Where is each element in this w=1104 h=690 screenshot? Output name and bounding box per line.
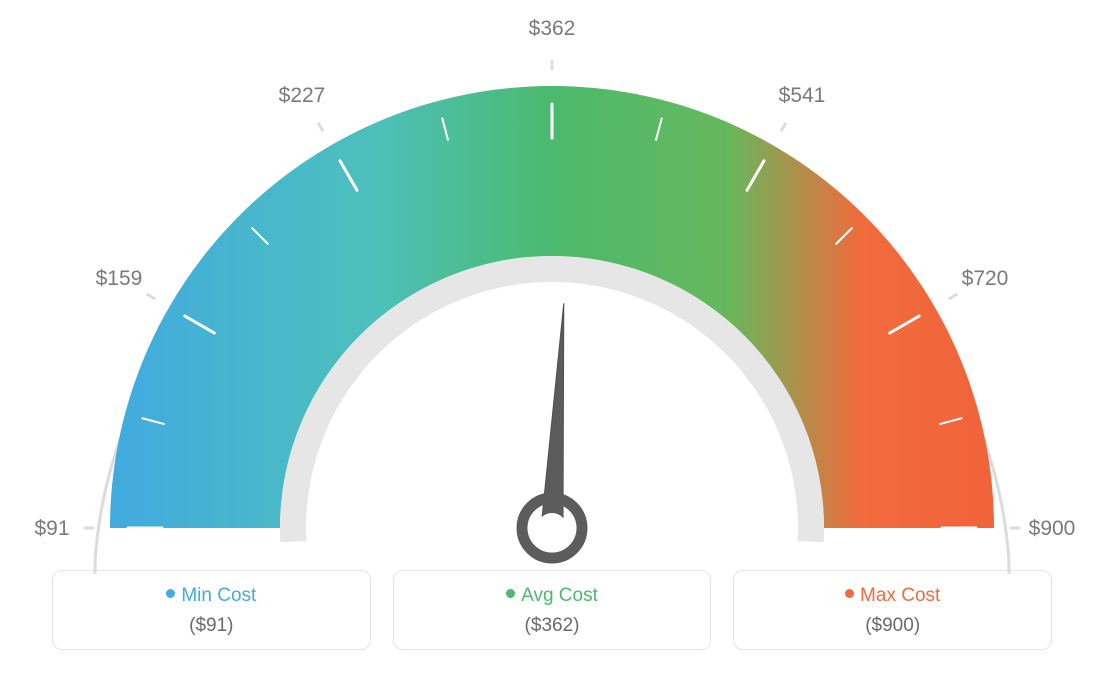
cost-gauge: $91 $159 $227 $362 $541 $720 $900 xyxy=(0,18,1104,578)
legend-title-min: Min Cost xyxy=(63,585,360,607)
legend-label-min: Min Cost xyxy=(181,585,256,606)
legend-label-avg: Avg Cost xyxy=(521,585,598,606)
gauge-area: $91 $159 $227 $362 $541 $720 $900 xyxy=(0,0,1104,560)
legend-card-max: Max Cost ($900) xyxy=(733,570,1052,650)
legend-title-avg: Avg Cost xyxy=(404,585,701,607)
gauge-tick-label: $227 xyxy=(279,84,326,107)
gauge-tick-label: $541 xyxy=(779,84,826,107)
gauge-tick-label: $91 xyxy=(34,517,69,540)
gauge-tick-label: $159 xyxy=(96,267,143,290)
gauge-hub-hole xyxy=(537,513,567,543)
gauge-tick-label: $362 xyxy=(529,18,576,40)
legend-card-min: Min Cost ($91) xyxy=(52,570,371,650)
legend-value-max: ($900) xyxy=(744,615,1041,637)
legend-dot-max xyxy=(845,589,854,598)
legend-card-avg: Avg Cost ($362) xyxy=(393,570,712,650)
legend-label-max: Max Cost xyxy=(860,585,940,606)
legend-dot-avg xyxy=(506,589,515,598)
legend-value-avg: ($362) xyxy=(404,615,701,637)
gauge-tick-label: $900 xyxy=(1029,517,1076,540)
legend-dot-min xyxy=(166,589,175,598)
gauge-tick-label: $720 xyxy=(962,267,1009,290)
legend-title-max: Max Cost xyxy=(744,585,1041,607)
legend-row: Min Cost ($91) Avg Cost ($362) Max Cost … xyxy=(0,570,1104,650)
legend-value-min: ($91) xyxy=(63,615,360,637)
gauge-chart-container: $91 $159 $227 $362 $541 $720 $900 Min Cost ($9… xyxy=(0,0,1104,690)
